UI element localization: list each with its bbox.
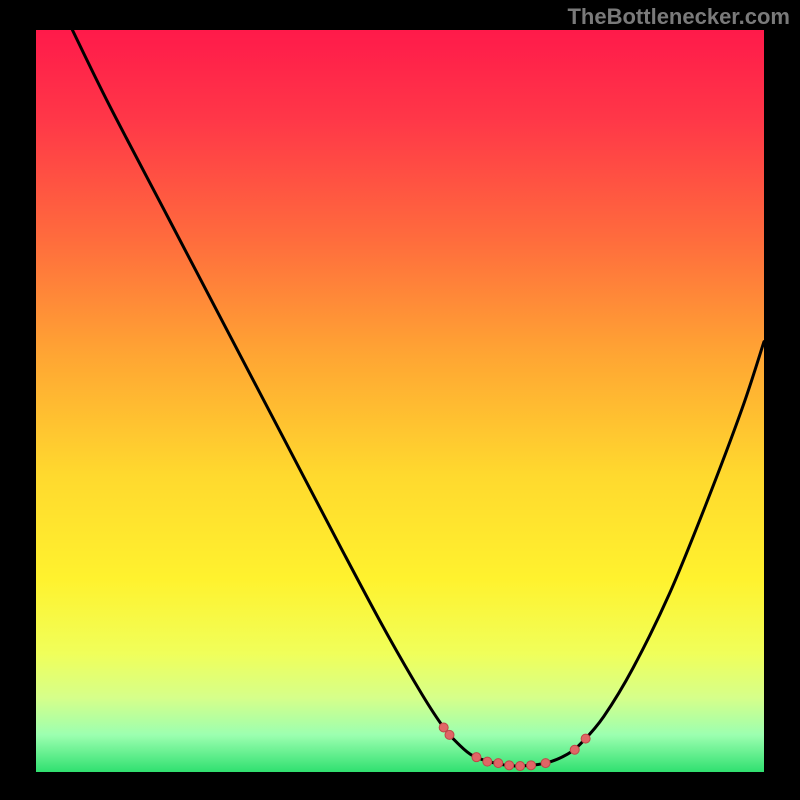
marker-point [581, 734, 590, 743]
plot-area [36, 30, 764, 772]
marker-point [541, 759, 550, 768]
marker-point [516, 762, 525, 771]
marker-point [483, 757, 492, 766]
chart-container: TheBottlenecker.com [0, 0, 800, 800]
marker-point [445, 730, 454, 739]
marker-point [505, 761, 514, 770]
marker-point [494, 759, 503, 768]
marker-point [472, 753, 481, 762]
curve-layer [36, 30, 764, 772]
watermark-text: TheBottlenecker.com [567, 4, 790, 30]
marker-point [527, 761, 536, 770]
marker-point [439, 723, 448, 732]
marker-point [570, 745, 579, 754]
bottleneck-curve [72, 30, 764, 766]
